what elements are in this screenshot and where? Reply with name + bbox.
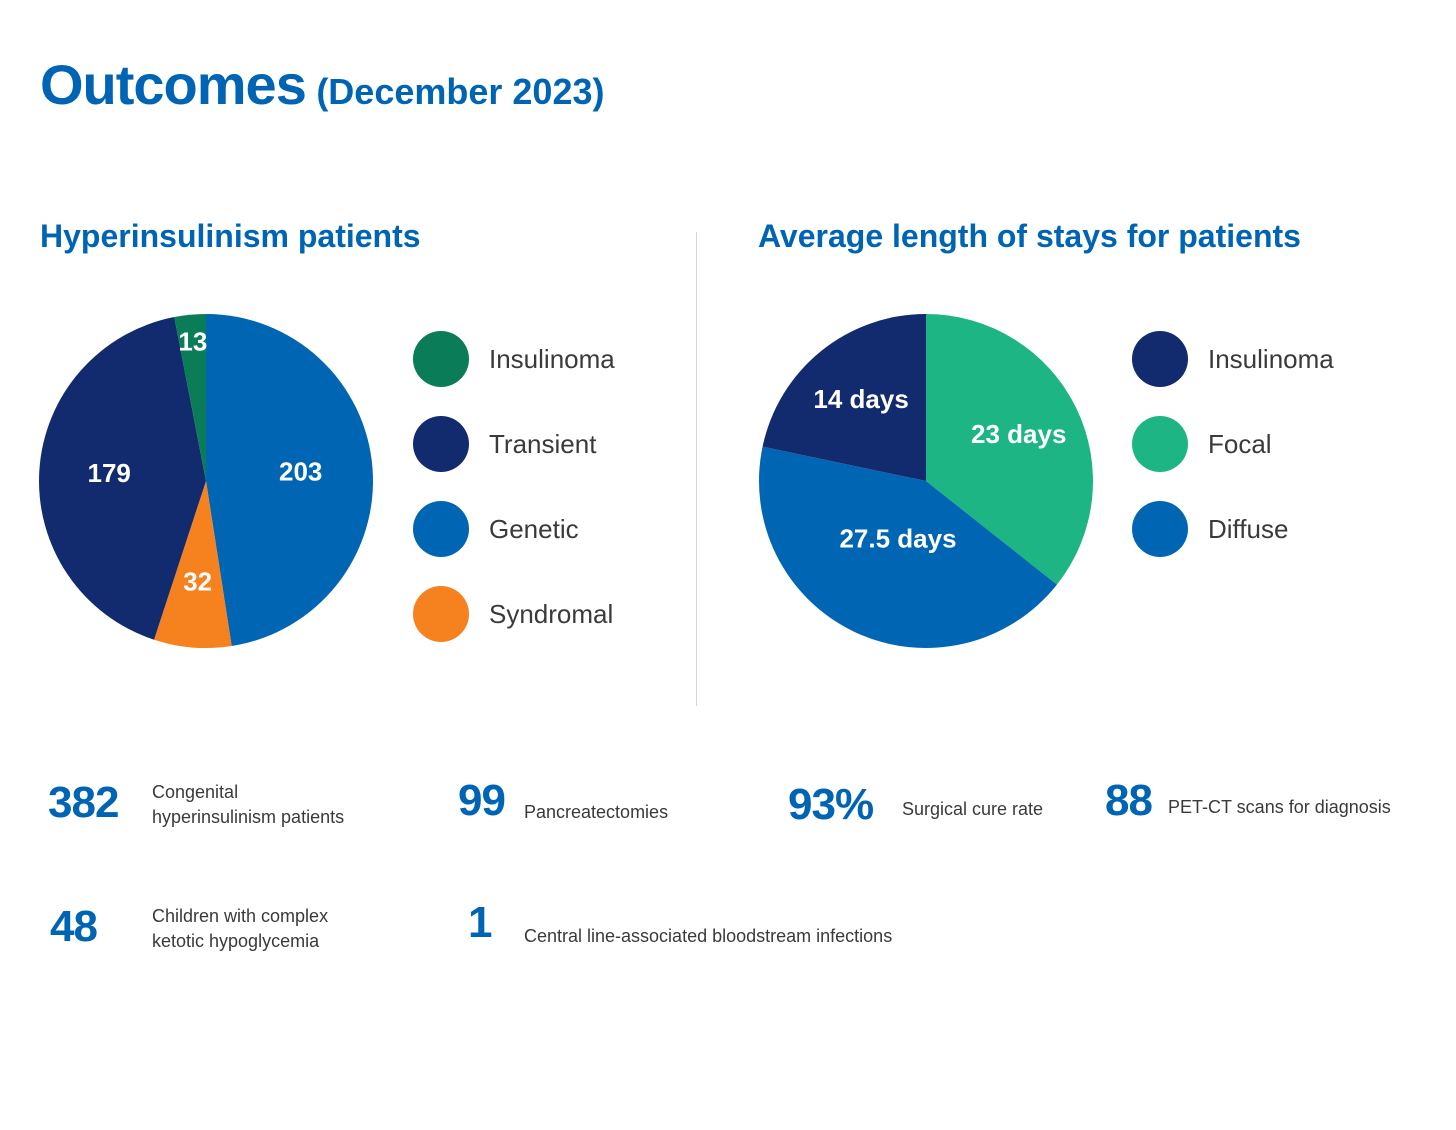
stat-label-line: Surgical cure rate (902, 799, 1044, 819)
stat-label: PET-CT scans for diagnosis (1168, 795, 1391, 820)
stat-pancreatectomies: 99 (458, 776, 506, 826)
chart2-data-label-diffuse: 27.5 days (839, 524, 956, 554)
chart2-legend: Insulinoma Focal Diffuse (1132, 331, 1392, 571)
page-title: Outcomes (December 2023) (40, 52, 604, 117)
chart1-legend-swatch-syndromal (413, 586, 469, 642)
stat-label: Central line-associated bloodstream infe… (524, 924, 892, 949)
stat-number: 48 (50, 902, 98, 951)
chart1-data-label-insulinoma: 13 (178, 327, 207, 357)
chart2-slice-insulinoma (762, 314, 926, 481)
length-of-stay-pie-chart: 23 days 27.5 days 14 days (759, 314, 1093, 648)
stat-label: Pancreatectomies (524, 800, 668, 825)
stat-ketotic: 48 (50, 902, 98, 952)
chart2-legend-swatch-focal (1132, 416, 1188, 472)
stat-label-line: ketotic hypoglycemia (152, 931, 320, 951)
chart2-slice-diffuse (759, 446, 1057, 648)
chart2-legend-swatch-insulinoma (1132, 331, 1188, 387)
chart1-legend-label-syndromal: Syndromal (489, 598, 614, 629)
stat-number: 88 (1105, 776, 1153, 825)
chart1-slice-insulinoma (174, 314, 206, 481)
chart1-slice-syndromal (154, 481, 232, 648)
stat-patients: 382 (48, 778, 119, 828)
chart1-slice-genetic (206, 314, 374, 647)
title-main: Outcomes (40, 53, 307, 116)
chart1-legend-label-genetic: Genetic (489, 513, 579, 544)
stat-label: Surgical cure rate (902, 797, 1043, 822)
chart1-legend: Insulinoma Transient Genetic Syndromal (413, 331, 673, 651)
stat-label-line: Pancreatectomies (524, 802, 669, 822)
chart2-legend-label-diffuse: Diffuse (1208, 513, 1289, 544)
chart2-legend-item-focal: Focal (1132, 416, 1272, 472)
stat-label-line: Central line-associated bloodstream infe… (524, 926, 893, 946)
chart2-data-label-insulinoma: 14 days (813, 384, 908, 414)
stat-label: Congenital hyperinsulinism patients (152, 780, 344, 830)
chart1-legend-swatch-genetic (413, 501, 469, 557)
hyperinsulinism-pie-chart: 203 32 179 13 (38, 314, 374, 648)
stat-pet-ct: 88 (1105, 776, 1153, 826)
stat-number: 99 (458, 776, 506, 825)
chart2-legend-label-focal: Focal (1208, 428, 1272, 459)
stat-infections: 1 (468, 898, 493, 948)
chart1-legend-label-transient: Transient (489, 428, 597, 459)
chart1-legend-swatch-transient (413, 416, 469, 472)
chart2-legend-label-insulinoma: Insulinoma (1208, 343, 1334, 374)
stat-label-line: PET-CT scans for diagnosis (1168, 797, 1391, 817)
stat-cure-rate: 93% (788, 780, 874, 830)
chart2-legend-swatch-diffuse (1132, 501, 1188, 557)
title-subtitle: (December 2023) (316, 71, 605, 112)
section-divider (696, 232, 697, 706)
chart1-data-label-genetic: 203 (279, 457, 322, 487)
chart2-slice-focal (926, 314, 1093, 585)
chart1-legend-label-insulinoma: Insulinoma (489, 343, 615, 374)
stat-number: 1 (468, 898, 493, 947)
chart1-legend-item-transient: Transient (413, 416, 596, 472)
chart1-legend-item-syndromal: Syndromal (413, 586, 613, 642)
stat-label-line: Congenital (152, 782, 239, 802)
chart1-slice-transient (38, 317, 206, 640)
chart1-data-label-syndromal: 32 (183, 567, 212, 597)
stat-number: 93% (788, 780, 874, 829)
chart2-legend-item-diffuse: Diffuse (1132, 501, 1288, 557)
chart1-title: Hyperinsulinism patients (40, 218, 421, 254)
stat-label: Children with complex ketotic hypoglycem… (152, 904, 328, 954)
chart2-data-label-focal: 23 days (971, 419, 1066, 449)
stat-number: 382 (48, 778, 119, 827)
chart1-legend-item-insulinoma: Insulinoma (413, 331, 615, 387)
stat-label-line: hyperinsulinism patients (152, 807, 345, 827)
chart1-legend-item-genetic: Genetic (413, 501, 579, 557)
chart2-title: Average length of stays for patients (758, 218, 1301, 254)
chart1-legend-swatch-insulinoma (413, 331, 469, 387)
chart1-data-label-transient: 179 (87, 458, 130, 488)
chart2-legend-item-insulinoma: Insulinoma (1132, 331, 1334, 387)
stat-label-line: Children with complex (152, 906, 329, 926)
